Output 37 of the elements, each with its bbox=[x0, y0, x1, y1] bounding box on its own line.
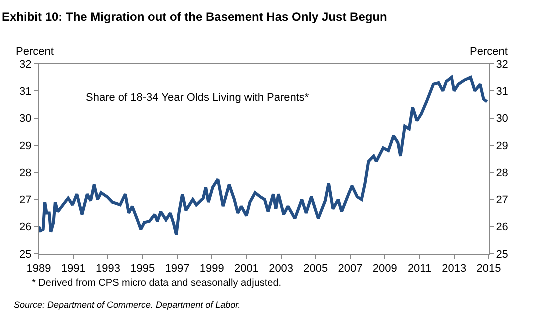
y2-tick-label: 32 bbox=[496, 58, 508, 71]
y-tick-label: 32 bbox=[20, 58, 32, 71]
y-tick-label: 30 bbox=[20, 113, 32, 126]
y-tick-label: 25 bbox=[20, 248, 32, 261]
chart-title: Exhibit 10: The Migration out of the Basement Has Only Just Begun bbox=[2, 10, 388, 24]
x-tick-label: 1999 bbox=[200, 263, 224, 276]
x-tick-label: 2015 bbox=[476, 263, 502, 276]
y2-tick-label: 31 bbox=[496, 86, 508, 98]
x-tick-label: 2011 bbox=[408, 263, 432, 276]
y2-tick-label: 25 bbox=[496, 248, 508, 261]
y-tick-label: 26 bbox=[20, 222, 32, 234]
x-tick-label: 2007 bbox=[338, 263, 363, 276]
y-tick-label: 29 bbox=[20, 140, 32, 152]
line-series bbox=[39, 76, 489, 236]
x-tick-label: 2003 bbox=[269, 263, 294, 276]
x-tick-label: 2013 bbox=[442, 263, 467, 276]
x-tick-label: 2009 bbox=[372, 263, 398, 276]
y2-tick-label: 27 bbox=[496, 194, 508, 207]
text: * Derived from CPS micro data and seasonally adjusted. bbox=[32, 278, 282, 289]
y-tick-label: 27 bbox=[20, 194, 32, 207]
x-tick-label: 2001 bbox=[234, 263, 259, 276]
y2-axis-title: Percent bbox=[470, 46, 508, 58]
x-tick-label: 1997 bbox=[165, 263, 190, 276]
y2-tick-label: 29 bbox=[496, 140, 508, 152]
y-tick-label: 28 bbox=[20, 167, 32, 180]
x-tick-label: 2005 bbox=[304, 263, 328, 276]
y-axis-title: Percent bbox=[16, 46, 54, 58]
x-tick-label: 1989 bbox=[26, 263, 52, 276]
x-tick-label: 1993 bbox=[96, 263, 120, 276]
annotation: Share of 18-34 Year Olds Living with Parents* bbox=[86, 92, 310, 104]
x-tick-label: 1991 bbox=[61, 263, 86, 276]
source-note: Source: Department of Commerce. Department of Labor. bbox=[14, 300, 241, 310]
y2-tick-label: 28 bbox=[496, 167, 508, 180]
x-tick-label: 1995 bbox=[130, 263, 156, 276]
y2-tick-label: 30 bbox=[496, 113, 508, 126]
y2-tick-label: 26 bbox=[496, 222, 508, 234]
y-tick-label: 31 bbox=[20, 86, 32, 98]
